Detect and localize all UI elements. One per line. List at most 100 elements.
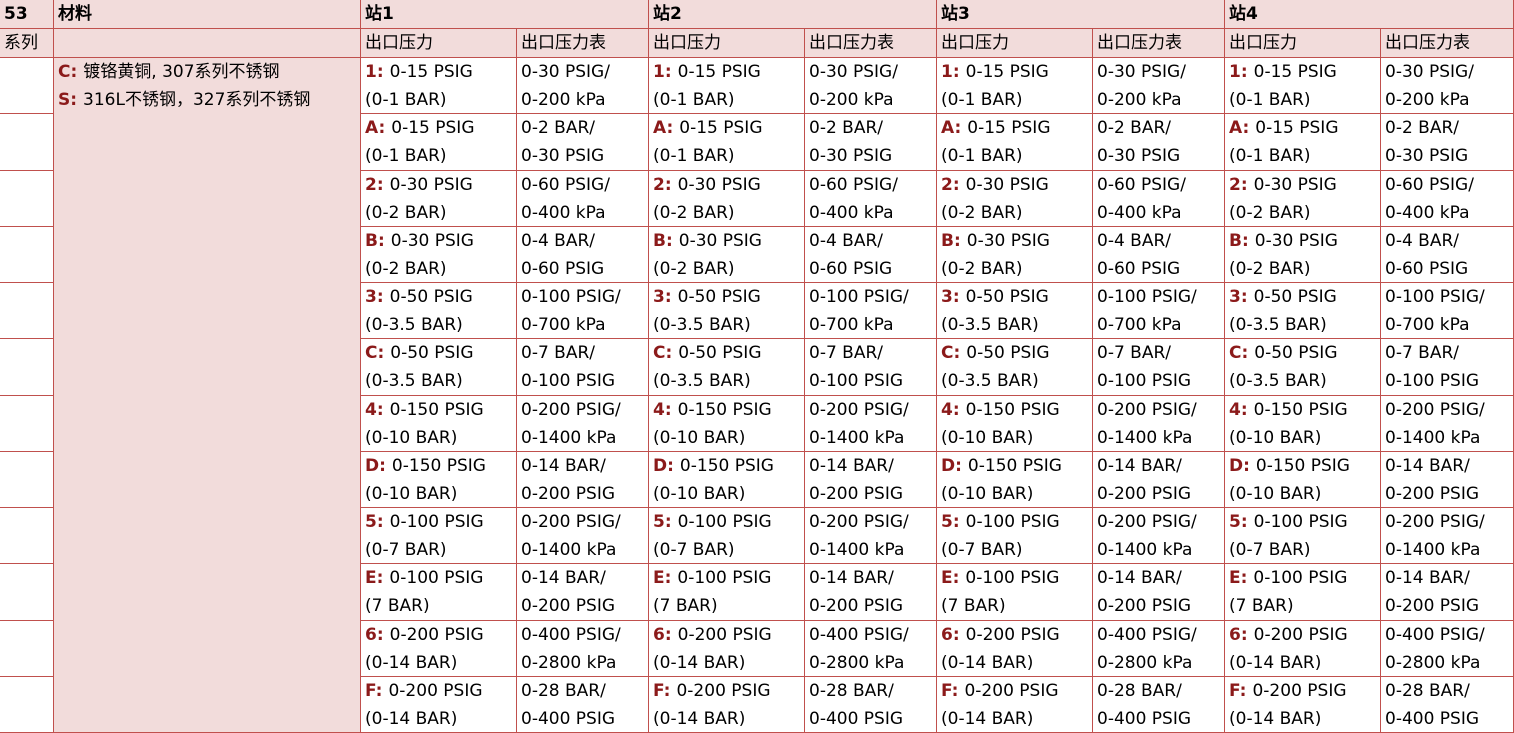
- gauge-range: 0-28 BAR/: [1385, 680, 1470, 701]
- gauge-range: 0-60 PSIG/: [1097, 174, 1186, 195]
- option-value: 0-100 PSIG: [1253, 568, 1348, 589]
- option-code: F:: [941, 680, 959, 701]
- table-cell: [361, 564, 517, 621]
- option-code: 3:: [941, 287, 960, 307]
- table-cell: [937, 508, 1093, 565]
- outlet-pressure: D: 0-150 PSIG: [361, 452, 486, 480]
- table-cell: [517, 564, 649, 621]
- option-value: 0-15 PSIG: [1253, 62, 1337, 82]
- option-value: 0-15 PSIG: [967, 118, 1051, 139]
- table-cell: [54, 0, 361, 29]
- outlet-pressure: (0-2 BAR): [365, 202, 447, 223]
- gauge-range: 0-30 PSIG/: [1097, 62, 1186, 82]
- option-value: 0-50 PSIG: [390, 343, 474, 364]
- outlet-pressure: 5: 0-100 PSIG: [649, 508, 772, 536]
- material-header: 材料: [58, 4, 92, 24]
- gauge-range: 0-7 BAR/: [809, 343, 884, 364]
- table-cell: [649, 170, 805, 227]
- outlet-pressure: D: 0-150 PSIG: [1225, 452, 1350, 480]
- outlet-pressure: (0-2 BAR): [941, 202, 1023, 223]
- outlet-pressure: A: 0-15 PSIG: [1225, 114, 1339, 142]
- gauge-range: 0-400 kPa: [1097, 202, 1182, 223]
- option-code: S:: [58, 90, 78, 111]
- gauge-range: 0-100 PSIG/: [809, 287, 909, 307]
- table-cell: [517, 508, 649, 565]
- option-code: 3:: [653, 287, 672, 307]
- option-code: B:: [365, 230, 385, 251]
- outlet-pressure: (0-10 BAR): [365, 483, 458, 504]
- gauge-range: 0-60 PSIG: [1385, 258, 1469, 279]
- option-code: C:: [1229, 343, 1249, 364]
- option-code: B:: [1229, 230, 1249, 251]
- outlet-pressure: (7 BAR): [941, 596, 1006, 617]
- table-cell: [0, 0, 54, 29]
- outlet-pressure: C: 0-50 PSIG: [937, 339, 1050, 367]
- outlet-pressure: (0-2 BAR): [1229, 202, 1311, 223]
- outlet-pressure: E: 0-100 PSIG: [649, 564, 771, 592]
- outlet-pressure: 3: 0-50 PSIG: [937, 283, 1049, 311]
- outlet-pressure: B: 0-30 PSIG: [649, 227, 762, 255]
- gauge-range: 0-60 PSIG/: [1385, 174, 1474, 195]
- gauge-range: 0-200 PSIG: [1385, 596, 1480, 617]
- outlet-pressure: 6: 0-200 PSIG: [361, 621, 484, 649]
- table-cell: [0, 283, 54, 340]
- gauge-range: 0-2800 kPa: [809, 652, 905, 673]
- option-code: C:: [365, 343, 385, 364]
- outlet-pressure: 1: 0-15 PSIG: [1225, 58, 1337, 86]
- gauge-range: 0-200 PSIG/: [1097, 512, 1197, 532]
- gauge-range: 0-7 BAR/: [521, 343, 596, 364]
- outlet-pressure: (0-14 BAR): [365, 708, 458, 729]
- outlet-pressure: (0-14 BAR): [653, 708, 746, 729]
- table-cell: [1225, 451, 1381, 508]
- gauge-range: 0-30 PSIG/: [521, 62, 610, 82]
- option-code: B:: [653, 230, 673, 251]
- option-value: 0-150 PSIG: [389, 399, 484, 420]
- gauge-range: 0-200 PSIG/: [809, 399, 909, 420]
- outlet-pressure: E: 0-100 PSIG: [1225, 564, 1347, 592]
- gauge-range: 0-200 PSIG: [1097, 596, 1192, 617]
- outlet-pressure: E: 0-100 PSIG: [361, 564, 483, 592]
- option-value: 0-200 PSIG: [677, 624, 772, 645]
- table-cell: [361, 395, 517, 452]
- table-cell: [649, 451, 805, 508]
- option-value: 316L不锈钢，327系列不锈钢: [83, 90, 311, 111]
- gauge-range: 0-700 kPa: [809, 315, 894, 336]
- outlet-pressure: E: 0-100 PSIG: [937, 564, 1059, 592]
- outlet-pressure: (0-14 BAR): [1229, 708, 1322, 729]
- option-value: 0-15 PSIG: [679, 118, 763, 139]
- gauge-range: 0-200 PSIG/: [1385, 399, 1485, 420]
- option-value: 0-200 PSIG: [388, 680, 483, 701]
- table-cell: [361, 283, 517, 340]
- material-row: S: 316L不锈钢，327系列不锈钢: [54, 86, 310, 114]
- outlet-pressure: 4: 0-150 PSIG: [937, 396, 1060, 424]
- outlet-pressure: (0-3.5 BAR): [365, 371, 463, 392]
- gauge-range: 0-400 PSIG/: [1385, 624, 1485, 645]
- option-code: 6:: [653, 624, 672, 645]
- table-cell: [937, 58, 1093, 115]
- gauge-range: 0-200 PSIG/: [1097, 399, 1197, 420]
- gauge-range: 0-1400 kPa: [1385, 540, 1481, 561]
- table-cell: [361, 170, 517, 227]
- outlet-pressure: 2: 0-30 PSIG: [649, 171, 761, 199]
- gauge-range: 0-30 PSIG/: [809, 62, 898, 82]
- gauge-range: 0-400 kPa: [809, 202, 894, 223]
- outlet-pressure: (0-14 BAR): [365, 652, 458, 673]
- table-cell: [1093, 620, 1225, 677]
- gauge-range: 0-4 BAR/: [1097, 230, 1172, 251]
- table-cell: [1093, 395, 1225, 452]
- gauge-range: 0-7 BAR/: [1097, 343, 1172, 364]
- table-cell: [0, 620, 54, 677]
- table-cell: [517, 620, 649, 677]
- option-value: 0-100 PSIG: [677, 512, 772, 532]
- outlet-pressure: D: 0-150 PSIG: [937, 452, 1062, 480]
- option-code: B:: [941, 230, 961, 251]
- gauge-range: 0-200 PSIG/: [521, 512, 621, 532]
- table-cell: [361, 29, 517, 58]
- option-value: 0-100 PSIG: [1253, 512, 1348, 532]
- option-value: 0-150 PSIG: [1255, 455, 1350, 476]
- table-cell: [1225, 564, 1381, 621]
- table-cell: [361, 676, 517, 733]
- option-code: D:: [653, 455, 674, 476]
- option-value: 0-100 PSIG: [677, 568, 772, 589]
- option-code: 1:: [365, 62, 384, 82]
